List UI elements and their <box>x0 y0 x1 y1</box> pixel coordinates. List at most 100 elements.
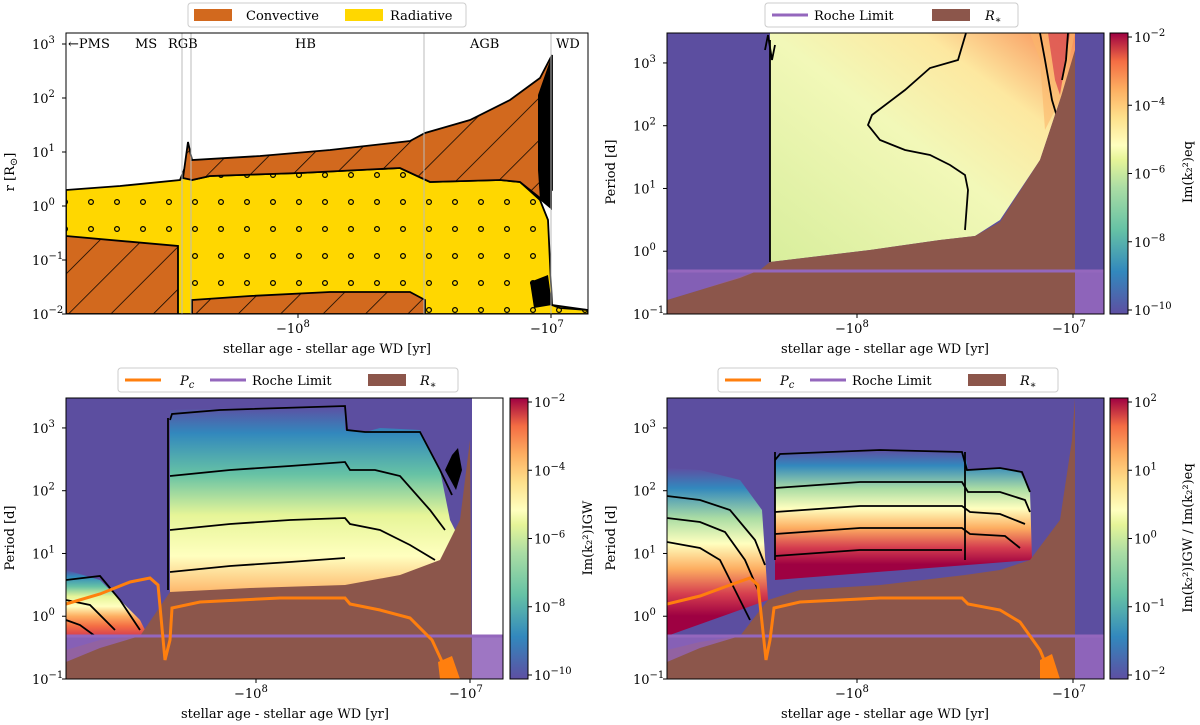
y-axis-label: r [R⊙] <box>3 153 20 192</box>
rstar-area <box>667 50 1075 314</box>
panel-igw-eq-ratio: Pc Roche Limit R∗ <box>604 367 1196 722</box>
colorbar <box>1109 397 1129 680</box>
y-tick-label: 10−1 <box>32 670 63 688</box>
y-ticks: 10−2 10−1 100 101 102 103 <box>32 35 66 323</box>
y-ticks: 10−1 100 101 102 103 <box>633 54 667 323</box>
colorbar-tick-label: 10−8 <box>1134 233 1165 251</box>
legend-label-rstar: R∗ <box>419 374 437 391</box>
y-tick-label: 103 <box>32 419 55 437</box>
legend-label-radiative: Radiative <box>390 9 453 24</box>
x-ticks: −108 −107 <box>835 314 1086 337</box>
y-tick-label: 103 <box>32 35 55 53</box>
colorbar-tick-label: 10−6 <box>1134 165 1165 183</box>
phase-label-wd: WD <box>556 37 580 52</box>
colorbar-tick-label: 10−2 <box>1134 666 1165 684</box>
colorbar-tick-label: 10−10 <box>534 666 572 684</box>
legend-label-roche: Roche Limit <box>852 374 932 389</box>
x-axis-label: stellar age - stellar age WD [yr] <box>223 342 431 357</box>
phase-label-ms: MS <box>135 37 157 52</box>
x-tick-label: −107 <box>1052 319 1086 337</box>
colorbar-ticks: 102 101 100 10−1 10−2 <box>1128 393 1165 684</box>
legend-swatch-rstar <box>932 9 970 21</box>
phase-label-hb: HB <box>295 37 316 52</box>
colorbar <box>1109 32 1129 315</box>
legend-label-rstar: R∗ <box>1019 374 1037 391</box>
y-axis-label: Period [d] <box>604 506 619 571</box>
y-tick-label: 101 <box>633 544 656 562</box>
colorbar-label: Im(k₂²)IGW / Im(k₂²)eq <box>1181 463 1196 612</box>
y-tick-label: 101 <box>633 179 656 197</box>
rstar-area <box>667 398 1075 679</box>
colorbar-label: Im(k₂²)eq <box>1181 141 1196 203</box>
eq-tide-field <box>770 33 1075 262</box>
x-ticks: −108 −107 <box>835 679 1086 702</box>
x-tick-label: −108 <box>234 684 268 702</box>
y-tick-label: 102 <box>633 117 656 135</box>
colorbar-tick-label: 10−2 <box>534 393 565 411</box>
pc-line <box>66 576 454 679</box>
legend-label-convective: Convective <box>246 9 319 24</box>
contours <box>667 449 1031 621</box>
phase-label-pms: ←PMS <box>68 37 110 52</box>
legend-label-pc: Pc <box>179 374 195 391</box>
y-tick-label: 100 <box>633 242 656 260</box>
axes-frame <box>65 397 504 680</box>
legend-box <box>187 2 467 28</box>
y-axis-label: Period [d] <box>3 506 18 571</box>
colorbar-tick-label: 10−10 <box>1134 301 1172 319</box>
colorbar-tick-label: 10−8 <box>534 598 565 616</box>
y-ticks: 10−1 100 101 102 103 <box>633 419 667 688</box>
y-tick-label: 100 <box>32 197 55 215</box>
legend-swatch-convective <box>194 9 232 21</box>
colorbar-ticks: 10−2 10−4 10−6 10−8 10−10 <box>1128 28 1172 319</box>
x-axis-label: stellar age - stellar age WD [yr] <box>781 707 989 722</box>
contours <box>66 405 453 637</box>
legend-label-pc: Pc <box>779 374 795 391</box>
y-tick-label: 10−2 <box>32 305 63 323</box>
phase-label-agb: AGB <box>469 37 499 52</box>
legend-label-roche: Roche Limit <box>814 9 894 24</box>
convective-core <box>66 235 179 314</box>
colorbar-ticks: 10−2 10−4 10−6 10−8 10−10 <box>528 393 572 684</box>
y-tick-label: 10−1 <box>32 251 63 269</box>
panel-equilibrium-tide: Roche Limit R∗ 10−1 100 101 102 103 −108 −10… <box>604 2 1196 357</box>
x-tick-label: −107 <box>1052 684 1086 702</box>
y-tick-label: 100 <box>633 607 656 625</box>
y-tick-label: 101 <box>32 544 55 562</box>
colorbar-tick-label: 101 <box>1134 461 1157 479</box>
y-tick-label: 102 <box>32 482 55 500</box>
axes-frame <box>65 32 589 315</box>
y-tick-label: 10−1 <box>633 670 664 688</box>
legend-swatch-rstar <box>968 374 1006 386</box>
axes-frame <box>666 397 1105 680</box>
colorbar-tick-label: 10−1 <box>1134 598 1165 616</box>
colorbar-tick-label: 102 <box>1134 393 1157 411</box>
colorbar-tick-label: 10−6 <box>534 530 565 548</box>
panel-igw-tide: Pc Roche Limit R∗ <box>3 367 596 722</box>
legend-label-roche: Roche Limit <box>252 374 332 389</box>
rstar-area <box>66 440 472 679</box>
x-axis-label: stellar age - stellar age WD [yr] <box>181 707 389 722</box>
y-tick-label: 10−1 <box>633 305 664 323</box>
x-tick-label: −107 <box>449 684 483 702</box>
legend-label-rstar: R∗ <box>984 9 1002 26</box>
convective-shell <box>191 291 426 314</box>
igw-band-early <box>66 570 148 636</box>
axes-frame <box>666 32 1105 315</box>
ratio-band-main <box>775 450 1032 580</box>
colorbar-tick-label: 10−4 <box>1134 96 1165 114</box>
y-tick-label: 102 <box>32 89 55 107</box>
x-tick-label: −108 <box>835 319 869 337</box>
y-tick-label: 101 <box>32 143 55 161</box>
legend-swatch-radiative <box>345 9 383 21</box>
x-tick-label: −107 <box>530 319 564 337</box>
ratio-band-early <box>667 468 768 636</box>
x-ticks: −108 −107 <box>276 314 564 337</box>
legend-swatch-rstar <box>368 374 406 386</box>
y-tick-label: 103 <box>633 54 656 72</box>
y-tick-label: 103 <box>633 419 656 437</box>
colorbar-tick-label: 100 <box>1134 530 1157 548</box>
colorbar-label: Im(k₂²)IGW <box>581 500 596 575</box>
x-tick-label: −108 <box>835 684 869 702</box>
colorbar <box>509 397 529 680</box>
